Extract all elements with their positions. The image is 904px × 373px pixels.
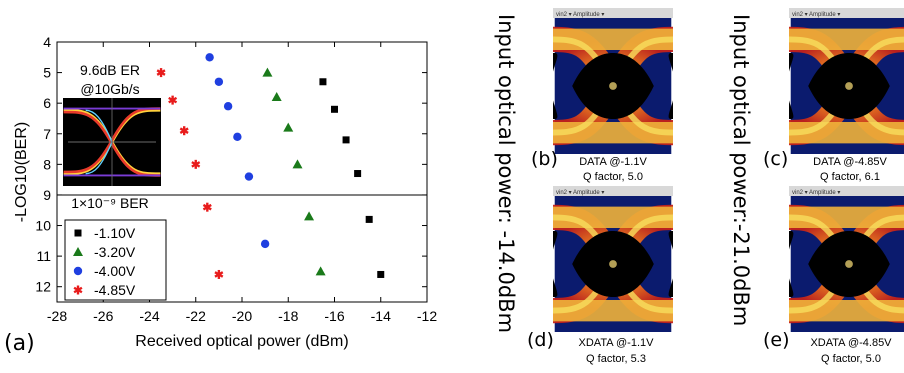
x-tick-label: -22 [186, 308, 206, 324]
x-tick-label: -12 [417, 308, 437, 324]
inset-eye-diagram [63, 98, 161, 186]
axis-ticks [56, 41, 428, 302]
eye-d-line2: Q factor, 5.3 [586, 353, 646, 365]
eye-b-letter: (b) [531, 148, 558, 170]
legend-label: -4.00V [94, 263, 136, 279]
y-tick-label: 5 [43, 65, 51, 81]
inset-rate-text: @10Gb/s [80, 81, 139, 97]
data-point-square [365, 215, 373, 223]
eye-toolbar-b: vin2 ▾ Amplitude ▾ [556, 12, 604, 18]
eye-panel-d: vin2 ▾ Amplitude ▾ XDATA @-1.1V Q factor… [553, 186, 673, 370]
x-tick-label: -18 [278, 308, 298, 324]
data-point-star [168, 95, 178, 105]
eye-c-line1: DATA @-4.85V [813, 156, 887, 168]
y-tick-label: 10 [35, 218, 51, 234]
y-tick-label: 12 [35, 279, 51, 295]
legend-marker-star [73, 285, 83, 295]
eye-toolbar-c: vin2 ▾ Amplitude ▾ [792, 12, 840, 18]
y-tick-label: 7 [43, 126, 51, 142]
data-point-star [202, 202, 212, 212]
data-point-square [377, 270, 385, 278]
eye-c-line2: Q factor, 6.1 [820, 171, 880, 183]
data-point-square [342, 136, 350, 144]
data-point-triangle [262, 67, 273, 77]
eye-b-line2: Q factor, 5.0 [583, 171, 643, 183]
eye-toolbar-d: vin2 ▾ Amplitude ▾ [556, 190, 604, 196]
eye-panel-b: vin2 ▾ Amplitude ▾ DATA @-1.1V Q factor,… [553, 8, 673, 184]
eye-d-line1: XDATA @-1.1V [579, 337, 655, 349]
x-axis-label: Received optical power (dBm) [135, 333, 348, 350]
data-point-triangle [292, 159, 303, 169]
data-point-star [156, 68, 166, 78]
data-point-triangle [315, 266, 326, 276]
data-point-triangle [304, 211, 315, 221]
y-tick-label: 11 [36, 248, 51, 264]
legend-label: -3.20V [94, 244, 136, 260]
data-point-circle [244, 172, 254, 181]
x-tick-label: -24 [139, 308, 159, 324]
threshold-label: 1×10⁻⁹ BER [71, 195, 149, 211]
eye-d-letter: (d) [527, 329, 554, 351]
data-point-star [179, 126, 189, 136]
data-point-square [354, 170, 362, 178]
data-point-circle [233, 132, 242, 142]
data-point-triangle [283, 122, 294, 132]
y-tick-label: 9 [43, 187, 51, 203]
y-tick-label: 4 [43, 34, 51, 50]
eye-toolbar-e: vin2 ▾ Amplitude ▾ [792, 190, 840, 196]
eye-c-letter: (c) [763, 148, 788, 170]
legend-marker-triangle [73, 247, 83, 256]
data-point-square [319, 78, 327, 86]
y-tick-label: 6 [43, 95, 51, 111]
eye-e-line2: Q factor, 5.0 [821, 353, 881, 365]
data-marks [156, 53, 385, 279]
eye-panel-c: vin2 ▾ Amplitude ▾ DATA @-4.85V Q factor… [789, 8, 904, 184]
eye-e-letter: (e) [763, 329, 790, 351]
data-point-star [214, 269, 224, 279]
y-tick-label: 8 [43, 156, 51, 172]
legend: -1.10V -3.20V -4.00V -4.85V [64, 219, 167, 301]
side-label-right: Input optical power:-21.0dBm [729, 14, 753, 326]
data-point-star [191, 159, 201, 169]
data-point-circle [260, 239, 270, 249]
x-tick-label: -16 [324, 308, 344, 324]
legend-marker-square [74, 229, 82, 237]
data-point-square [331, 105, 338, 113]
legend-label: -4.85V [94, 282, 136, 298]
x-tick-label: -26 [93, 308, 113, 324]
data-point-circle [223, 102, 233, 111]
eye-b-line1: DATA @-1.1V [579, 156, 647, 168]
side-label-left: Input optical power: -14.0dBm [494, 14, 518, 333]
inset-er-text: 9.6dB ER [80, 62, 140, 78]
tick-labels: -28 -26 -24 -22 -20 -18 -16 -14 -12 4 5 6 7 8 9 10 11 12 [35, 34, 437, 324]
x-tick-label: -20 [232, 308, 252, 324]
x-tick-label: -28 [47, 308, 67, 324]
eye-e-line1: XDATA @-4.85V [810, 337, 892, 349]
data-point-circle [214, 77, 224, 86]
x-tick-label: -14 [371, 308, 391, 324]
y-axis-label: -LOG10(BER) [13, 122, 30, 222]
data-point-triangle [271, 92, 282, 102]
eye-panel-e: vin2 ▾ Amplitude ▾ XDATA @-4.85V Q facto… [789, 186, 904, 370]
legend-marker-circle [73, 266, 83, 276]
panel-a-letter: (a) [4, 331, 35, 356]
data-point-circle [205, 53, 214, 62]
legend-label: -1.10V [94, 225, 136, 241]
